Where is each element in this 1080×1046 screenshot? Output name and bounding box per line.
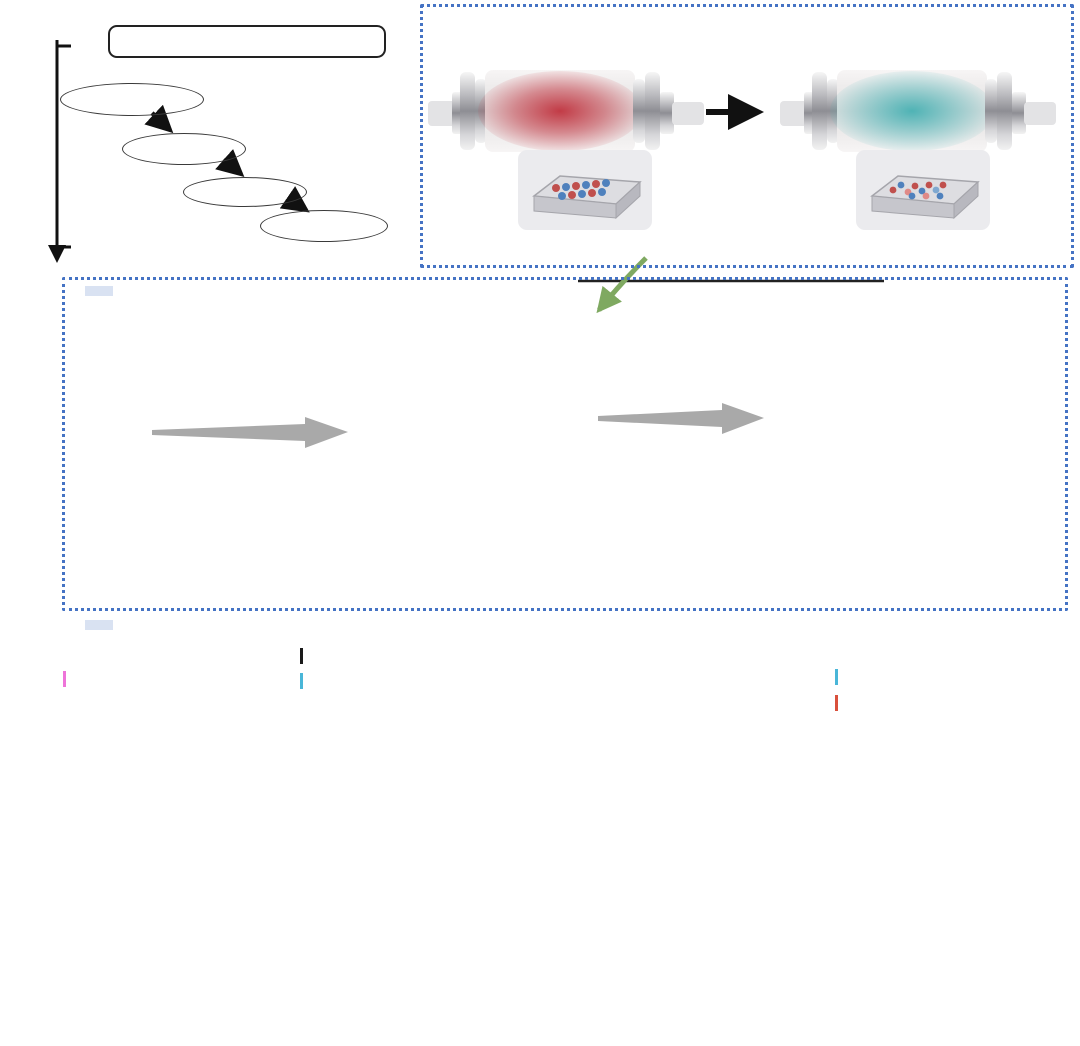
cyan-tick-icon	[835, 669, 838, 685]
experimental-verification-header	[85, 620, 113, 630]
legend-pdf-10-0173-e	[835, 669, 846, 685]
red-tick-icon	[835, 695, 838, 711]
molecule-balls-ordered	[552, 179, 610, 200]
legend-pdf-29-0063	[300, 673, 311, 689]
reactor-tube-right	[780, 70, 1056, 152]
legend-pdf-23-1009	[300, 648, 311, 664]
phase-node-caal12o19	[60, 83, 204, 116]
phase-node-caal2o4	[183, 177, 307, 207]
legend-pdf-37-1497	[835, 695, 846, 711]
reactor-tube-left	[428, 70, 704, 152]
phase-node-ca3al2o6	[260, 210, 388, 242]
calcination-arrow	[152, 417, 348, 448]
legend-pdf-10-0173-d	[63, 671, 74, 687]
green-arrow	[596, 256, 648, 314]
panel-b-box	[420, 4, 1074, 268]
cao-arrow	[598, 403, 764, 434]
panel-a-axis	[48, 40, 71, 263]
sample-tray-left	[518, 150, 652, 230]
black-tick-icon	[300, 648, 303, 664]
molecule-balls-mixed	[889, 181, 947, 200]
sample-tray-right	[856, 150, 990, 230]
pink-tick-icon	[63, 671, 66, 687]
panel-c-box	[62, 277, 1068, 611]
cyan-tick-icon	[300, 673, 303, 689]
phase-node-caal4o7	[122, 133, 246, 165]
detailed-transitions-header	[85, 286, 113, 296]
equilibrium-title-box	[108, 25, 386, 58]
